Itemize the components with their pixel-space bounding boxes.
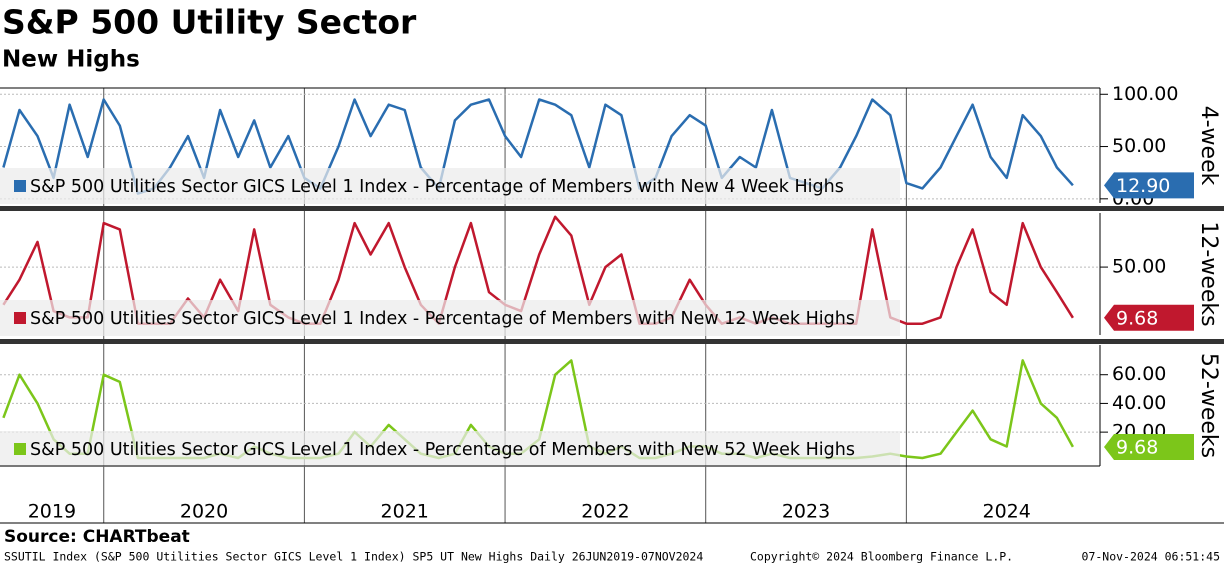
- legend-label: S&P 500 Utilities Sector GICS Level 1 In…: [30, 309, 855, 329]
- panel-label: 4-week: [1196, 106, 1221, 186]
- last-value-box: [1104, 304, 1194, 331]
- last-value-box: [1104, 172, 1194, 199]
- source: Source: CHARTbeat: [4, 527, 190, 547]
- last-value-label: 9.68: [1116, 307, 1158, 329]
- legend-swatch: [14, 443, 26, 455]
- legend-band: [0, 168, 900, 204]
- legend-band: [0, 431, 900, 467]
- y-tick-label: 60.00: [1112, 363, 1166, 385]
- legend-label: S&P 500 Utilities Sector GICS Level 1 In…: [30, 177, 844, 197]
- panel-label: 52-weeks: [1196, 353, 1221, 458]
- chart-subtitle: New Highs: [2, 47, 140, 73]
- x-tick-label: 2019: [28, 501, 76, 523]
- chart-title: S&P 500 Utility Sector: [2, 3, 417, 42]
- y-tick-label: 40.00: [1112, 392, 1166, 414]
- last-value-label: 12.90: [1116, 175, 1170, 197]
- legend-swatch: [14, 312, 26, 324]
- y-tick-label: 50.00: [1112, 256, 1166, 278]
- y-tick-label: 50.00: [1112, 135, 1166, 157]
- footer-center: Copyright© 2024 Bloomberg Finance L.P.: [750, 550, 1013, 564]
- footer-right: 07-Nov-2024 06:51:45: [1082, 550, 1220, 564]
- x-tick-label: 2023: [782, 501, 830, 523]
- x-tick-label: 2021: [381, 501, 429, 523]
- panel-separator: [0, 339, 1224, 344]
- x-tick-label: 2022: [581, 501, 629, 523]
- x-tick-label: 2024: [983, 501, 1031, 523]
- y-tick-label: 100.00: [1112, 83, 1178, 105]
- panel-separator: [0, 206, 1224, 211]
- x-tick-label: 2020: [180, 501, 228, 523]
- footer-left: SSUTIL Index (S&P 500 Utilities Sector G…: [4, 550, 703, 564]
- legend-band: [0, 300, 900, 336]
- last-value-label: 9.68: [1116, 436, 1158, 458]
- last-value-box: [1104, 433, 1194, 460]
- series-line: [2, 98, 1074, 195]
- legend-label: S&P 500 Utilities Sector GICS Level 1 In…: [30, 440, 855, 460]
- panel-label: 12-weeks: [1196, 221, 1221, 326]
- legend-swatch: [14, 180, 26, 192]
